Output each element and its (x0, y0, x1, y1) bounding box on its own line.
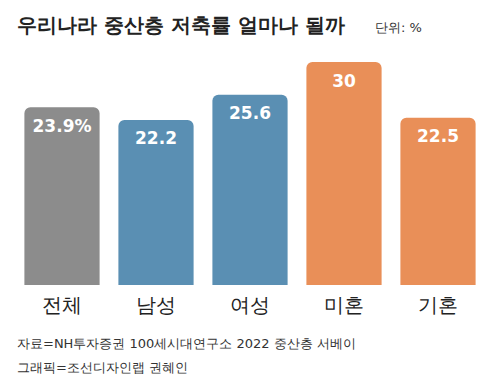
svg-text:여성: 여성 (230, 293, 270, 317)
svg-text:23.9%: 23.9% (33, 116, 92, 136)
svg-text:22.5: 22.5 (417, 126, 459, 146)
svg-text:그래픽=조선디자인랩 권혜인: 그래픽=조선디자인랩 권혜인 (17, 360, 188, 375)
svg-text:전체: 전체 (42, 293, 82, 317)
svg-text:남성: 남성 (136, 293, 176, 317)
svg-text:25.6: 25.6 (229, 103, 271, 123)
svg-text:자료=NH투자증권 100세시대연구소 2022 중산층 서: 자료=NH투자증권 100세시대연구소 2022 중산층 서베이 (17, 336, 356, 351)
svg-text:30: 30 (332, 71, 356, 91)
svg-text:단위: %: 단위: % (375, 20, 422, 35)
svg-text:우리나라 중산층 저축률 얼마나 될까: 우리나라 중산층 저축률 얼마나 될까 (17, 13, 345, 37)
svg-text:미혼: 미혼 (324, 293, 364, 317)
svg-text:22.2: 22.2 (135, 128, 177, 148)
svg-text:기혼: 기혼 (418, 293, 458, 317)
